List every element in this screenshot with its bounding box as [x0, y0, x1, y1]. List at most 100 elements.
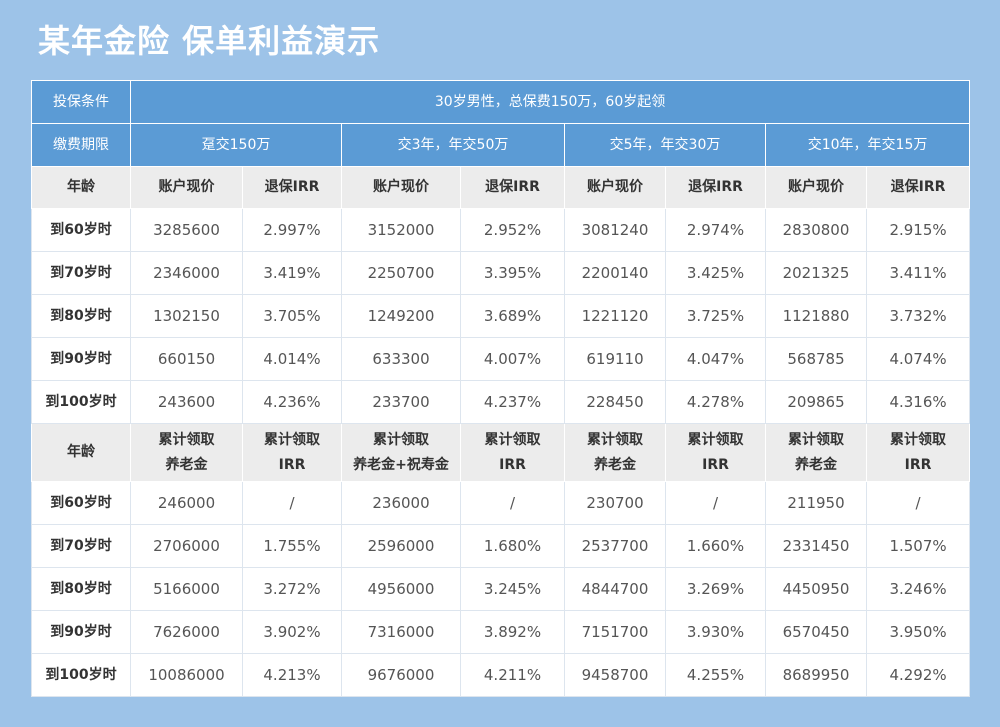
- cell: 2021325: [765, 251, 867, 295]
- cell: 1.660%: [665, 524, 766, 568]
- header-cell: 累计领取 养老金: [765, 423, 867, 482]
- cell: 236000: [341, 481, 461, 525]
- data-row: 到70岁时 2706000 1.755% 2596000 1.680% 2537700 1.…: [31, 524, 971, 568]
- header-row: 年龄 账户现价 退保IRR 账户现价 退保IRR 账户现价 退保IRR 账户现价 退保IRR: [31, 166, 971, 209]
- cell: 4.014%: [242, 337, 342, 381]
- cell: 3152000: [341, 208, 461, 252]
- cell: 568785: [765, 337, 867, 381]
- header-cell: 退保IRR: [665, 166, 766, 209]
- cell: 633300: [341, 337, 461, 381]
- cell: 3.395%: [460, 251, 565, 295]
- cell: 缴费期限: [31, 123, 131, 167]
- cell: 230700: [564, 481, 666, 525]
- cell: 30岁男性，总保费150万，60岁起领: [129, 80, 971, 124]
- cell: 1.755%: [242, 524, 342, 568]
- header-cell: 账户现价: [765, 166, 867, 209]
- cell: 2830800: [765, 208, 867, 252]
- data-row: 到80岁时 5166000 3.272% 4956000 3.245% 4844700 3.…: [31, 567, 971, 611]
- condition-row: 投保条件 30岁男性，总保费150万，60岁起领: [31, 80, 971, 124]
- cell: 7151700: [564, 610, 666, 654]
- cell: 到90岁时: [31, 337, 131, 381]
- cell: 8689950: [765, 653, 867, 697]
- cell: 4.047%: [665, 337, 766, 381]
- cell: 3.902%: [242, 610, 342, 654]
- cell: 交10年，年交15万: [764, 123, 971, 167]
- benefit-table: 投保条件 30岁男性，总保费150万，60岁起领 缴费期限 趸交150万 交3年，…: [31, 80, 971, 697]
- cell: 4.237%: [460, 380, 565, 424]
- cell: 到100岁时: [31, 380, 131, 424]
- header-cell: 账户现价: [341, 166, 461, 209]
- cell: 3.272%: [242, 567, 342, 611]
- cell: 投保条件: [31, 80, 131, 124]
- header-cell: 账户现价: [130, 166, 243, 209]
- cell: 到70岁时: [31, 251, 131, 295]
- data-row: 到90岁时 660150 4.014% 633300 4.007% 619110 4.047…: [31, 337, 971, 381]
- cell: 到80岁时: [31, 567, 131, 611]
- data-row: 到100岁时 10086000 4.213% 9676000 4.211% 9458700…: [31, 653, 971, 697]
- cell: 209865: [765, 380, 867, 424]
- cell: 2537700: [564, 524, 666, 568]
- header-cell: 退保IRR: [242, 166, 342, 209]
- cell: 到60岁时: [31, 208, 131, 252]
- cell: 4.316%: [865, 380, 971, 424]
- cell: 9458700: [564, 653, 666, 697]
- cell: 交5年，年交30万: [564, 123, 766, 167]
- data-row: 到90岁时 7626000 3.902% 7316000 3.892% 7151700 3.…: [31, 610, 971, 654]
- header-cell: 累计领取 养老金: [130, 423, 243, 482]
- cell: 4956000: [341, 567, 461, 611]
- header-row: 年龄 累计领取 养老金 累计领取 IRR 累计领取 养老金+祝寿金 累计领取 IRR 累计…: [31, 423, 971, 482]
- cell: 到80岁时: [31, 294, 131, 338]
- cell: 228450: [564, 380, 666, 424]
- cell: 2331450: [765, 524, 867, 568]
- cell: 619110: [564, 337, 666, 381]
- cell: 660150: [130, 337, 243, 381]
- header-cell: 累计领取 IRR: [865, 423, 971, 482]
- cell: 4.236%: [242, 380, 342, 424]
- cell: 3.930%: [665, 610, 766, 654]
- cell: 2250700: [341, 251, 461, 295]
- cell: 4450950: [765, 567, 867, 611]
- cell: 趸交150万: [130, 123, 342, 167]
- cell: 4.278%: [665, 380, 766, 424]
- cell: 3.950%: [865, 610, 971, 654]
- cell: 1.507%: [865, 524, 971, 568]
- cell: 6570450: [765, 610, 867, 654]
- cell: 2346000: [130, 251, 243, 295]
- header-cell: 累计领取 养老金+祝寿金: [341, 423, 461, 482]
- cell: 3.419%: [242, 251, 342, 295]
- cell: 4.074%: [865, 337, 971, 381]
- cell: /: [242, 481, 342, 525]
- header-cell: 年龄: [31, 166, 131, 209]
- cell: 到60岁时: [31, 481, 131, 525]
- cell: 4.007%: [460, 337, 565, 381]
- cell: 3285600: [130, 208, 243, 252]
- cell: 9676000: [341, 653, 461, 697]
- cell: 1249200: [341, 294, 461, 338]
- data-row: 到80岁时 1302150 3.705% 1249200 3.689% 1221120 3.…: [31, 294, 971, 338]
- header-cell: 累计领取 养老金: [564, 423, 666, 482]
- cell: 246000: [130, 481, 243, 525]
- cell: 3.269%: [665, 567, 766, 611]
- cell: 2.952%: [460, 208, 565, 252]
- header-cell: 退保IRR: [460, 166, 565, 209]
- cell: 2200140: [564, 251, 666, 295]
- cell: 10086000: [130, 653, 243, 697]
- cell: 5166000: [130, 567, 243, 611]
- cell: 2.915%: [865, 208, 971, 252]
- cell: 233700: [341, 380, 461, 424]
- cell: 3.411%: [865, 251, 971, 295]
- cell: /: [865, 481, 971, 525]
- cell: 3081240: [564, 208, 666, 252]
- cell: 243600: [130, 380, 243, 424]
- cell: 3.246%: [865, 567, 971, 611]
- cell: 到100岁时: [31, 653, 131, 697]
- cell: 4844700: [564, 567, 666, 611]
- cell: 到90岁时: [31, 610, 131, 654]
- cell: /: [665, 481, 766, 525]
- cell: 211950: [765, 481, 867, 525]
- cell: 1121880: [765, 294, 867, 338]
- cell: 3.732%: [865, 294, 971, 338]
- header-cell: 累计领取 IRR: [460, 423, 565, 482]
- cell: 4.213%: [242, 653, 342, 697]
- cell: 4.255%: [665, 653, 766, 697]
